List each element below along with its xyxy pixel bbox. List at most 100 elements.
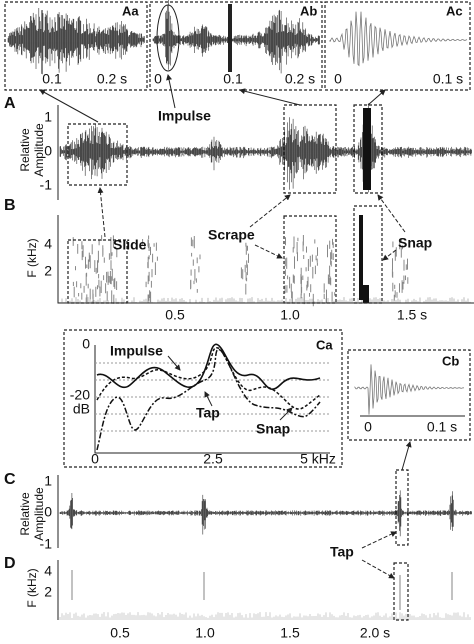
y-axis-label: Amplitude [32,123,46,177]
impulse-ellipse [156,4,180,72]
axis [57,215,474,304]
tick-label: 1.0 [280,307,300,323]
arrow [279,407,293,421]
tick-label: -1 [40,536,53,552]
waveform [354,364,465,415]
arrow [39,89,99,123]
arrow [166,74,176,109]
tick-label: 0 [334,71,342,87]
arrow [361,531,397,549]
y-axis-label: Relative [18,492,32,536]
annotation: Impulse [110,343,163,359]
arrow [401,441,412,471]
tick-label: 0.2 s [285,71,315,87]
spectrogram [72,235,409,307]
annotation: Snap [256,421,290,437]
highlight-box [67,239,128,304]
inset-label: Cb [442,353,459,368]
tick-label: 0 [82,336,90,352]
tick-label: 0.1 [223,71,243,87]
tick-label: 2 [44,584,52,600]
panel-label: D [4,555,16,572]
tick-label: 0.1 s [427,419,457,435]
y-axis-label: F (kHz) [25,568,39,607]
tick-label: 2.0 s [360,625,390,641]
annotation: Scrape [208,227,255,243]
spectrum-curve [96,348,321,451]
inset-box [4,1,148,91]
arrow [377,194,406,233]
arrow [204,391,213,407]
axis [94,345,330,454]
spectrogram [59,612,471,620]
panel-label: B [4,197,16,214]
highlight-box [393,562,409,621]
inset-box [149,1,323,91]
tick-label: 1.5 [280,625,300,641]
arrow [254,244,283,259]
panel-label: C [4,471,16,488]
tick-label: 0 [364,419,372,435]
tick-label: 4 [44,563,52,579]
arrow [367,89,386,106]
annotation: Impulse [158,108,211,124]
tick-label: -1 [40,177,53,193]
tick-label: 0 [44,504,52,520]
arrow [249,194,291,228]
tick-label: 0.2 s [97,71,127,87]
annotation: Snap [398,235,432,251]
tick-label: 1 [44,473,52,489]
spectrogram [71,570,453,610]
tick-label: 0 [91,451,99,467]
panel-label: A [4,95,16,112]
inset-label: Ac [446,3,463,18]
arrow [382,249,397,261]
inset-box [63,329,343,468]
tick-label: 0.1 [42,71,62,87]
tick-label: 1 [44,109,52,125]
arrow [239,88,301,106]
annotation: Tap [196,405,220,421]
spectrum-curve [96,347,321,410]
tick-label: 0.5 [165,307,185,323]
highlight-box [283,215,337,304]
annotation: Slide [113,237,147,253]
inset-box [347,349,471,441]
inset-box [324,1,471,91]
tick-label: 5 kHz [300,451,336,467]
waveforms [7,0,472,620]
y-axis-label: Relative [18,128,32,172]
tick-label: 4 [44,236,52,252]
waveform [329,11,468,67]
waveform [152,0,320,74]
tick-label: -20 [70,387,90,403]
tick-label: 1.0 [195,625,215,641]
y-axis-label: Amplitude [32,487,46,541]
inset-label: Ab [300,3,317,18]
highlight-box [283,104,337,194]
waveform [59,490,472,537]
axis-unit: dB [73,401,90,417]
tick-label: 2.5 [203,451,223,467]
spectrogram [59,297,471,303]
tick-label: 0.5 [110,625,130,641]
tick-label: 0 [154,71,162,87]
highlight-box [353,205,383,304]
grid-lines [95,362,330,432]
inset-label: Aa [122,3,139,18]
spectrum-curve [96,343,321,390]
waveform [7,8,145,75]
highlight-box [353,104,383,194]
tick-label: 1.5 s [397,307,427,323]
inset-label: Ca [316,337,333,352]
waveform [59,103,472,193]
y-axis-label: F (kHz) [25,238,39,277]
arrow [167,355,181,371]
arrow [361,559,395,579]
tick-label: 2 [44,263,52,279]
arrow [97,187,106,238]
tick-label: 0.1 s [433,71,463,87]
highlight-box [395,469,409,546]
tick-label: 0 [44,143,52,159]
